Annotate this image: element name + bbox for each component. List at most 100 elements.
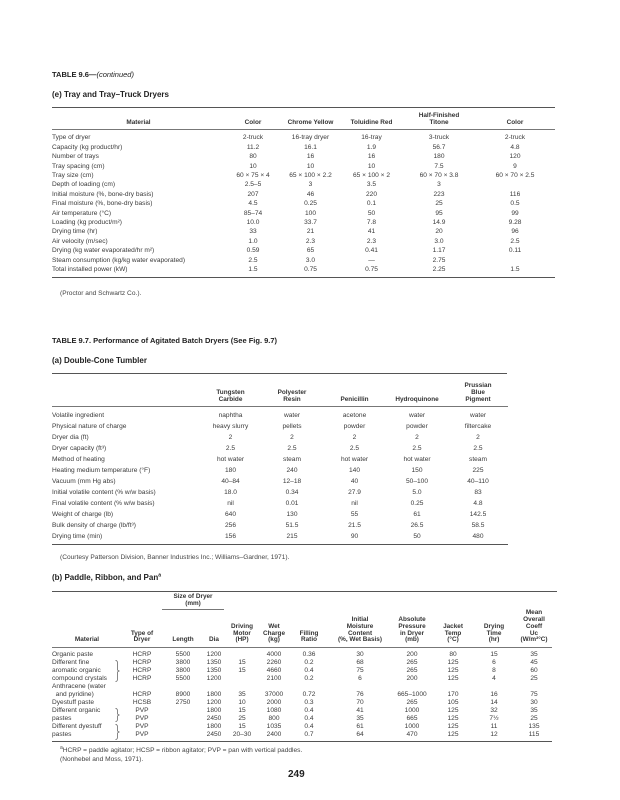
- cell: 4.8: [510, 143, 520, 151]
- cell: 0.72: [302, 691, 316, 699]
- table-row: Different organic PVP 1800 15 1080 0.4 41 1000 1…: [52, 707, 552, 715]
- cell: 20: [435, 228, 443, 236]
- cell: 2.3: [305, 237, 316, 245]
- cell: 116: [509, 190, 521, 198]
- cell: powder: [343, 423, 366, 431]
- column-header: Absolute Pressure in Dryer (mb): [398, 616, 426, 644]
- cell: 55: [350, 511, 359, 519]
- cell: nil: [351, 500, 358, 508]
- row-label: Different organic: [52, 707, 101, 715]
- cell: hot water: [340, 456, 369, 464]
- column-header: Wet Charge (kg): [263, 622, 286, 644]
- section-a-heading: (a) Double-Cone Tumbler: [52, 355, 147, 365]
- cell: 90: [350, 533, 359, 541]
- cell: 15: [238, 659, 246, 667]
- cell: 3-truck: [428, 134, 450, 142]
- cell: 1.0: [248, 237, 258, 245]
- cell: 1.5: [510, 266, 520, 274]
- cell: 470: [406, 731, 418, 739]
- cell: 2.25: [432, 266, 446, 274]
- cell: 10: [249, 162, 257, 170]
- cell: [162, 723, 204, 731]
- cell: 60 × 70 × 3.8: [419, 172, 459, 180]
- cell: steam: [283, 456, 301, 464]
- size-of-dryer-header: Size of Dryer (mm): [162, 592, 225, 610]
- table-row: Air velocity (m/sec) 1.0 2.3 2.3 3.0 2.5: [52, 237, 555, 246]
- cell: 1200: [206, 699, 222, 707]
- cell: 46: [306, 190, 315, 198]
- cell: [475, 256, 555, 265]
- cell: 18.0: [224, 489, 237, 497]
- cell: 3800: [175, 659, 191, 667]
- column-header: Dia: [209, 636, 219, 644]
- row-label: Physical nature of charge: [52, 423, 127, 431]
- cell: —: [368, 256, 375, 264]
- cell: 0.75: [365, 266, 378, 274]
- table-body: Type of dryer 2-truck 16-tray dryer 16-tray…: [52, 129, 555, 277]
- rule: [52, 372, 507, 374]
- row-label: Method of heating: [52, 456, 105, 464]
- cell: 2750: [175, 699, 191, 707]
- cell: 25: [435, 200, 443, 208]
- cell: 61: [356, 723, 364, 731]
- cell: 60 × 75 × 4: [236, 172, 270, 180]
- table-row: Anthracene (water and pyridine) HCRP 8900 1…: [52, 683, 552, 699]
- cell: 0.4: [304, 667, 314, 675]
- cell: 56.7: [432, 143, 446, 151]
- cell: 240: [286, 467, 298, 475]
- cell: water: [469, 412, 487, 420]
- cell: 0.4: [304, 715, 314, 723]
- cell: 0.36: [302, 651, 316, 659]
- table-row: pastes PVP 2450 20–30 2400 0.7 64 470 125 12 115: [52, 731, 552, 741]
- cell: 95: [435, 209, 443, 217]
- cell: 2.5: [287, 445, 297, 453]
- row-label: Dryer dia (ft): [52, 434, 89, 442]
- cell: 3: [308, 181, 313, 189]
- cell: 85–74: [243, 209, 263, 217]
- footnote: aHCRP = paddle agitator; HCSP = ribbon a…: [60, 746, 572, 755]
- cell: 125: [447, 675, 459, 683]
- cell: HCRP: [132, 675, 152, 683]
- cell: 15: [238, 667, 246, 675]
- cell: 65 × 100 × 2: [352, 172, 391, 180]
- table-row: Type of dryer 2-truck 16-tray dryer 16-tray…: [52, 129, 555, 143]
- column-header: Initial Moisture Content (%, Wet Basis): [338, 616, 382, 644]
- cell: 5500: [175, 675, 191, 683]
- cell: PVP: [135, 731, 149, 739]
- column-header: Penicillin: [340, 395, 369, 403]
- cell: 2: [476, 434, 480, 442]
- cell: 58.5: [471, 522, 485, 530]
- brace-icon-dyestuff-pastes: [115, 724, 120, 740]
- data-table: Material Color Chrome Yellow Toluidine Red H…: [52, 108, 555, 277]
- cell: 51.5: [285, 522, 299, 530]
- table-row: Drying time (hr) 33 21 41 20 96: [52, 227, 555, 236]
- cell: 35: [356, 715, 364, 723]
- cell: 6: [492, 659, 496, 667]
- cell: [475, 180, 555, 189]
- cell: 156: [224, 533, 236, 541]
- cell: pellets: [282, 423, 302, 431]
- cell: 21.5: [348, 522, 361, 530]
- cell: 5500: [175, 651, 191, 659]
- cell: 2.75: [432, 256, 446, 264]
- row-label: Different dyestuff: [52, 723, 102, 731]
- cell: 37000: [264, 691, 284, 699]
- cell: heavy slurry: [212, 423, 249, 431]
- rule: [52, 591, 557, 593]
- data-table: Tungsten Carbide Polyester Resin Penicilli…: [52, 374, 508, 545]
- cell: 16.1: [304, 143, 317, 151]
- footnote-marker: a: [60, 745, 63, 751]
- cell: 115: [528, 731, 540, 739]
- cell: 2450: [206, 731, 222, 739]
- column-header: Half-Finished Titone: [418, 112, 460, 127]
- cell: 3: [437, 181, 441, 189]
- cell: 75: [530, 691, 538, 699]
- column-header: Type of Dryer: [130, 629, 154, 644]
- row-label: Organic paste: [52, 651, 94, 659]
- cell: 65 × 100 × 2.2: [289, 172, 332, 180]
- cell: 170: [447, 691, 459, 699]
- cell: 215: [286, 533, 298, 541]
- group-header-row: Size of Dryer (mm): [52, 592, 552, 610]
- cell: filtercake: [464, 423, 492, 431]
- cell: 180: [433, 153, 445, 161]
